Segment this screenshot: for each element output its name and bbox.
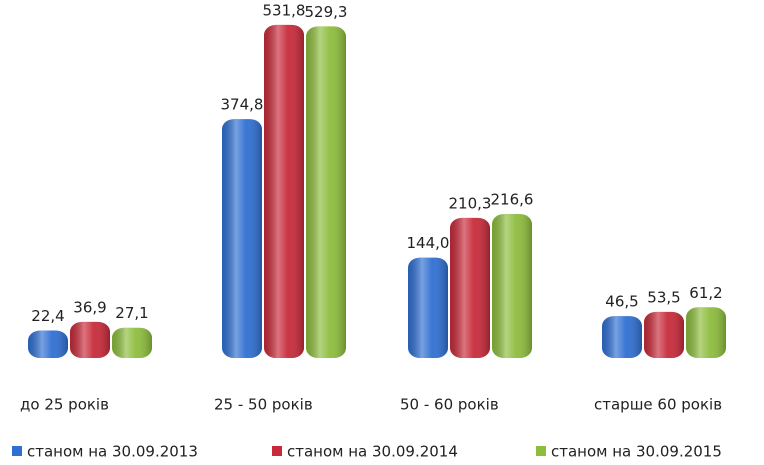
data-label: 53,5 [647,288,680,306]
bar-highlight [222,119,262,359]
bar-highlight [644,311,684,358]
legend-marker [12,446,22,456]
bar-highlight [264,24,304,358]
data-label: 216,6 [491,191,534,209]
legend-label: станом на 30.09.2014 [287,443,458,461]
x-tick-label: старше 60 років [594,396,722,414]
legend-marker [536,446,546,456]
bar-highlight [70,321,110,358]
bar-highlight [450,217,490,358]
data-label: 46,5 [605,293,638,311]
data-label: 144,0 [407,234,450,252]
bar-highlight [28,330,68,358]
data-label: 210,3 [449,194,492,212]
legend-label: станом на 30.09.2015 [551,443,722,461]
legend-marker [272,446,282,456]
data-label: 36,9 [73,298,106,316]
bar-highlight [408,257,448,358]
bar-highlight [306,26,346,358]
x-tick-label: 25 - 50 років [214,396,313,414]
bar-highlight [112,327,152,358]
data-label: 529,3 [305,3,348,21]
data-label: 374,8 [221,96,264,114]
data-label: 22,4 [31,307,64,325]
data-label: 61,2 [689,284,722,302]
x-tick-label: 50 - 60 років [400,396,499,414]
data-label: 531,8 [263,1,306,19]
x-tick-label: до 25 років [20,396,109,414]
bar-highlight [492,214,532,358]
bar-highlight [602,316,642,358]
bar-highlight [686,307,726,358]
legend-label: станом на 30.09.2013 [27,443,198,461]
data-label: 27,1 [115,304,148,322]
